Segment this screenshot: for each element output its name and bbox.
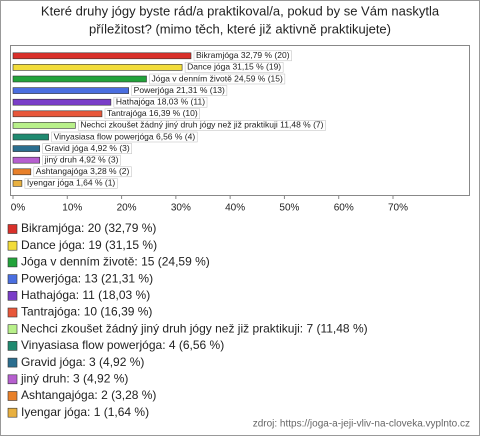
legend-text: Ashtangajóga: 2 (3,28 %) — [21, 388, 156, 402]
legend-swatch — [7, 224, 18, 234]
legend-swatch — [7, 341, 18, 351]
bar — [12, 64, 183, 71]
bar-label: Powerjóga 21,31 % (13) — [134, 85, 225, 95]
x-tick-label: 60% — [334, 203, 354, 214]
legend-text: Gravid jóga: 3 (4,92 %) — [21, 355, 144, 369]
x-tick-label: 20% — [117, 203, 137, 214]
bar-label-bg — [24, 178, 118, 189]
bar-label-bg — [149, 73, 286, 85]
legend-swatch — [7, 407, 18, 418]
bar-label: Bikramjóga 32,79 % (20) — [196, 50, 290, 60]
legend-swatch — [7, 274, 18, 284]
legend-text: Dance jóga: 19 (31,15 %) — [21, 238, 157, 252]
bar-label: Dance jóga 31,15 % (19) — [187, 62, 281, 72]
legend-swatch — [7, 391, 18, 401]
x-tick-label: 10% — [62, 203, 82, 214]
legend-text: Nechci zkoušet žádný jiný druh jógy než … — [21, 321, 368, 335]
bar-label: Ashtangajóga 3,28 % (2) — [36, 166, 130, 176]
chart-subtitle: příležitost? (mimo těch, které již aktiv… — [89, 21, 391, 36]
bar-label-bg — [51, 131, 198, 143]
bar-label: Jóga v denním životě 24,59 % (15) — [151, 73, 283, 83]
bar-label: Iyengar jóga 1,64 % (1) — [27, 178, 116, 188]
bar-label-bg — [42, 154, 121, 166]
bar-label: Nechci zkoušet žádný jiný druh jógy než … — [80, 120, 323, 130]
bar-label: Hathajóga 18,03 % (11) — [116, 96, 205, 106]
x-tick-label: 70% — [388, 203, 408, 214]
bar — [12, 168, 32, 176]
bar-label-bg — [33, 166, 132, 178]
bar — [12, 52, 192, 60]
bar-label-bg — [193, 50, 292, 62]
legend-swatch — [7, 307, 18, 318]
bar — [12, 98, 112, 106]
legend-swatch — [7, 240, 18, 251]
bar-label-bg — [113, 96, 208, 108]
legend-text: Iyengar jóga: 1 (1,64 %) — [21, 405, 149, 419]
bar — [12, 145, 41, 152]
x-tick-label: 0% — [11, 203, 26, 214]
bar-label: Gravid jóga 4,92 % (3) — [45, 143, 130, 153]
legend-swatch — [7, 357, 18, 368]
bar-label: Tantrajóga 16,39 % (10) — [107, 108, 198, 118]
legend-text: Bikramjóga: 20 (32,79 %) — [21, 221, 156, 235]
bar-label-bg — [104, 108, 200, 120]
legend-text: Jóga v denním životě: 15 (24,59 %) — [21, 255, 210, 269]
bar-label-bg — [78, 120, 326, 131]
bar — [12, 156, 41, 164]
bar — [12, 75, 147, 83]
bar-label-bg — [131, 85, 228, 96]
bar — [12, 133, 49, 141]
legend-swatch — [7, 374, 18, 385]
x-tick-label: 30% — [171, 203, 191, 214]
bar — [12, 110, 103, 118]
bar — [12, 180, 23, 187]
bar-label: Vinyasiasa flow powerjóga 6,56 % (4) — [54, 131, 196, 141]
bar-label-bg — [184, 62, 284, 73]
legend-text: Hathajóga: 11 (18,03 %) — [21, 288, 150, 302]
legend-swatch — [7, 324, 18, 335]
legend-text: jiný druh: 3 (4,92 %) — [20, 371, 128, 385]
bar-label: jiný druh 4,92 % (3) — [44, 154, 119, 164]
legend-text: Powerjóga: 13 (21,31 %) — [21, 271, 153, 285]
x-tick-label: 40% — [225, 203, 245, 214]
bar-label-bg — [42, 143, 133, 154]
legend-swatch — [7, 290, 18, 301]
legend-swatch — [7, 257, 18, 268]
chart-title: Které druhy jógy byste rád/a praktikoval… — [41, 3, 440, 18]
source: zdroj: https://joga-a-jeji-vliv-na-clove… — [253, 419, 470, 430]
legend-text: Tantrajóga: 10 (16,39 %) — [21, 305, 152, 319]
bar — [12, 87, 129, 94]
bar — [12, 122, 76, 129]
x-tick-label: 50% — [279, 203, 299, 214]
legend-text: Vinyasiasa flow powerjóga: 4 (6,56 %) — [21, 338, 224, 352]
